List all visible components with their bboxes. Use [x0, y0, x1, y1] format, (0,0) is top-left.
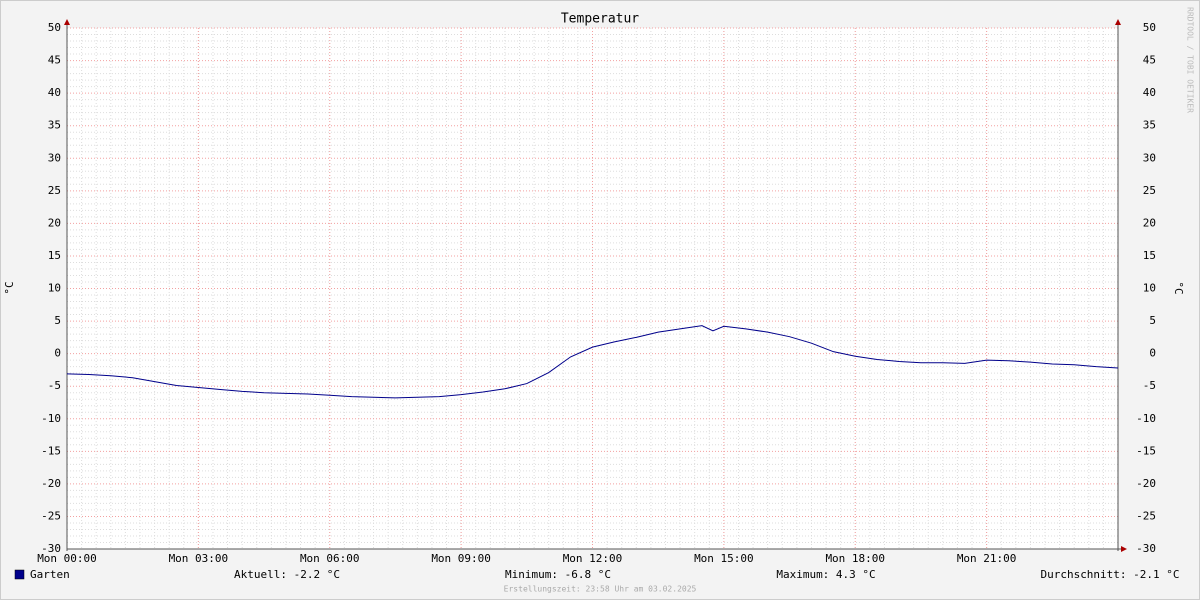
- y2-tick-label: 30: [1143, 151, 1156, 164]
- y-tick-label: 35: [48, 119, 61, 132]
- y2-tick-label: 15: [1143, 249, 1156, 262]
- legend-swatch: [14, 569, 25, 580]
- legend-stat: Maximum: 4.3 °C: [776, 568, 875, 581]
- data-line: [66, 325, 1119, 399]
- x-tick-label: Mon 00:00: [37, 552, 97, 565]
- y2-tick-label: 50: [1143, 21, 1156, 34]
- y-tick-label: 30: [48, 151, 61, 164]
- x-tick-label: Mon 12:00: [563, 552, 623, 565]
- x-tick-label: Mon 18:00: [825, 552, 885, 565]
- legend-stat: Aktuell: -2.2 °C: [234, 568, 340, 581]
- y2-tick-label: -5: [1143, 379, 1156, 392]
- y-tick-label: -25: [41, 509, 61, 522]
- y2-tick-label: -15: [1136, 444, 1156, 457]
- y2-axis-label: °C: [1172, 281, 1185, 294]
- y2-tick-label: -30: [1136, 542, 1156, 555]
- y-tick-label: 50: [48, 21, 61, 34]
- y-tick-label: 10: [48, 282, 61, 295]
- legend-stat: Minimum: -6.8 °C: [505, 568, 611, 581]
- y2-tick-label: -25: [1136, 509, 1156, 522]
- y2-tick-label: 0: [1149, 347, 1156, 360]
- legend-label: Garten: [30, 568, 70, 581]
- y-tick-label: 0: [54, 347, 61, 360]
- legend-stat: Durchschnitt: -2.1 °C: [1040, 568, 1179, 581]
- y2-tick-label: 25: [1143, 184, 1156, 197]
- y-tick-label: -5: [48, 379, 61, 392]
- x-tick-label: Mon 03:00: [169, 552, 229, 565]
- x-tick-label: Mon 21:00: [957, 552, 1017, 565]
- axis-arrow: [64, 19, 70, 25]
- axis-arrow: [1115, 19, 1121, 25]
- y-tick-label: 40: [48, 86, 61, 99]
- y-tick-label: -15: [41, 444, 61, 457]
- x-tick-label: Mon 15:00: [694, 552, 754, 565]
- y2-tick-label: 35: [1143, 119, 1156, 132]
- y2-tick-label: -20: [1136, 477, 1156, 490]
- y2-tick-label: 20: [1143, 216, 1156, 229]
- axis-arrow: [1121, 546, 1127, 552]
- footer: Erstellungszeit: 23:58 Uhr am 03.02.2025: [504, 585, 697, 594]
- y2-tick-label: 10: [1143, 282, 1156, 295]
- x-tick-label: Mon 06:00: [300, 552, 360, 565]
- y-tick-label: -30: [41, 542, 61, 555]
- y-tick-label: 5: [54, 314, 61, 327]
- y2-tick-label: 5: [1149, 314, 1156, 327]
- y2-tick-label: -10: [1136, 412, 1156, 425]
- y-tick-label: 15: [48, 249, 61, 262]
- chart-title: Temperatur: [561, 12, 639, 27]
- y-tick-label: 25: [48, 184, 61, 197]
- y-tick-label: 20: [48, 216, 61, 229]
- y-tick-label: -10: [41, 412, 61, 425]
- y-axis-label: °C: [3, 281, 16, 294]
- y2-tick-label: 40: [1143, 86, 1156, 99]
- watermark: RRDTOOL / TOBI OETIKER: [1186, 7, 1195, 113]
- y-tick-label: -20: [41, 477, 61, 490]
- y2-tick-label: 45: [1143, 54, 1156, 67]
- y-tick-label: 45: [48, 54, 61, 67]
- x-tick-label: Mon 09:00: [431, 552, 491, 565]
